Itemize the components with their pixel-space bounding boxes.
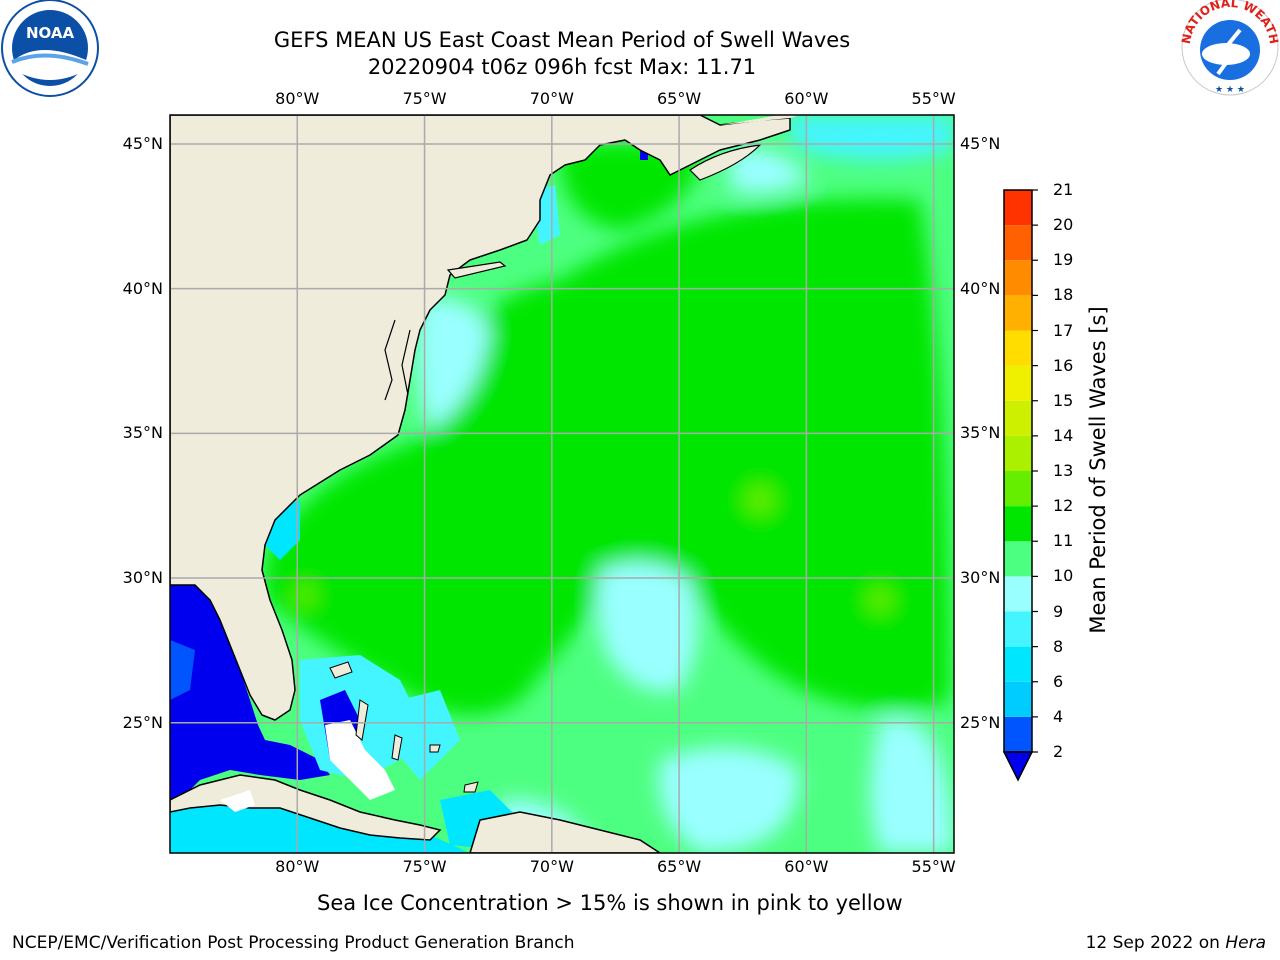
footer-credit: NCEP/EMC/Verification Post Processing Pr…: [12, 933, 575, 953]
map-frame: [169, 114, 955, 854]
lon-tick-bottom: 75°W: [402, 857, 447, 876]
nws-logo: NATIONAL WEATHER SERVICE ★ ★ ★: [0, 0, 1280, 96]
colorbar-tick-label: 6: [1053, 671, 1064, 691]
lat-tick-left: 30°N: [122, 568, 163, 588]
map-area: [170, 115, 954, 853]
lon-tick-bottom: 55°W: [911, 857, 956, 876]
lat-tick-left: 45°N: [122, 133, 163, 153]
colorbar-tick-label: 4: [1053, 706, 1064, 726]
map-gridlines: [170, 115, 954, 853]
lon-tick-top: 65°W: [656, 89, 702, 108]
svg-text:★ ★ ★: ★ ★ ★: [1215, 85, 1245, 95]
colorbar-segment: [1004, 190, 1032, 226]
colorbar-tick-label: 19: [1053, 250, 1074, 270]
footer-date-text: 12 Sep 2022 on: [1085, 933, 1220, 953]
lon-tick-top: 80°W: [275, 89, 320, 108]
colorbar-segment: [1004, 716, 1032, 752]
colorbar-segment: [1004, 225, 1032, 261]
lon-tick-top: 55°W: [911, 89, 956, 108]
noaa-logo: NOAA: [1, 0, 99, 97]
colorbar-tick-label: 16: [1053, 355, 1074, 375]
lon-tick-bottom: 80°W: [275, 857, 320, 876]
colorbar-under-arrow: [1002, 751, 1034, 782]
lon-tick-bottom: 60°W: [784, 857, 829, 876]
chart-subtitle: 20220904 t06z 096h fcst Max: 11.71: [367, 55, 757, 79]
colorbar-segment: [1004, 506, 1032, 542]
sea-ice-note: Sea Ice Concentration > 15% is shown in …: [317, 891, 903, 915]
colorbar-segment: [1004, 330, 1032, 366]
colorbar-tick-label: 20: [1053, 215, 1074, 235]
lat-tick-left: 25°N: [122, 712, 163, 732]
colorbar-tick-label: 9: [1053, 601, 1064, 621]
colorbar-segment: [1004, 611, 1032, 647]
colorbar-tick-label: 15: [1053, 390, 1074, 410]
lat-tick-right: 40°N: [960, 278, 1001, 298]
colorbar-tick-label: 8: [1053, 636, 1064, 656]
lat-tick-right: 25°N: [960, 712, 1001, 732]
colorbar: [1002, 189, 1038, 782]
colorbar-segment: [1004, 471, 1032, 507]
lon-tick-bottom: 70°W: [529, 857, 574, 876]
colorbar-segment: [1004, 646, 1032, 682]
colorbar-segment: [1004, 365, 1032, 401]
colorbar-tick-label: 2: [1053, 742, 1064, 761]
lon-tick-bottom: 65°W: [656, 857, 702, 876]
colorbar-tick-label: 13: [1053, 461, 1074, 480]
nws-logo-ring-text: NATIONAL WEATHER SERVICE: [0, 0, 1280, 45]
colorbar-tick-label: 11: [1053, 531, 1074, 551]
colorbar-segment: [1004, 576, 1032, 612]
lat-tick-left: 35°N: [122, 423, 163, 443]
colorbar-tick-label: 17: [1053, 320, 1074, 340]
colorbar-segment: [1004, 681, 1032, 717]
colorbar-segment: [1004, 541, 1032, 577]
lat-tick-right: 45°N: [960, 133, 1001, 153]
lat-tick-right: 30°N: [960, 568, 1001, 588]
lat-tick-left: 40°N: [122, 278, 163, 298]
colorbar-tick-label: 12: [1053, 496, 1074, 516]
lon-tick-top: 75°W: [402, 89, 447, 108]
colorbar-label: Mean Period of Swell Waves [s]: [1086, 306, 1110, 634]
lon-tick-top: 70°W: [529, 89, 574, 108]
colorbar-segment: [1004, 400, 1032, 436]
footer-host: Hera: [1225, 933, 1266, 953]
chart-title: GEFS MEAN US East Coast Mean Period of S…: [273, 28, 851, 52]
noaa-logo-text: NOAA: [26, 24, 75, 42]
footer-date: 12 Sep 2022 on Hera: [1086, 933, 1266, 953]
lon-tick-top: 60°W: [784, 89, 829, 108]
colorbar-tick-label: 18: [1053, 285, 1074, 305]
lat-tick-right: 35°N: [960, 423, 1001, 443]
colorbar-tick-label: 14: [1053, 425, 1074, 445]
colorbar-segment: [1004, 260, 1032, 296]
colorbar-segment: [1004, 435, 1032, 471]
svg-text:NATIONAL WEATHER SERVICE: NATIONAL WEATHER SERVICE: [0, 0, 1280, 45]
colorbar-segment: [1004, 295, 1032, 331]
colorbar-tick-label: 10: [1053, 566, 1074, 586]
colorbar-tick-label: 21: [1053, 180, 1074, 199]
